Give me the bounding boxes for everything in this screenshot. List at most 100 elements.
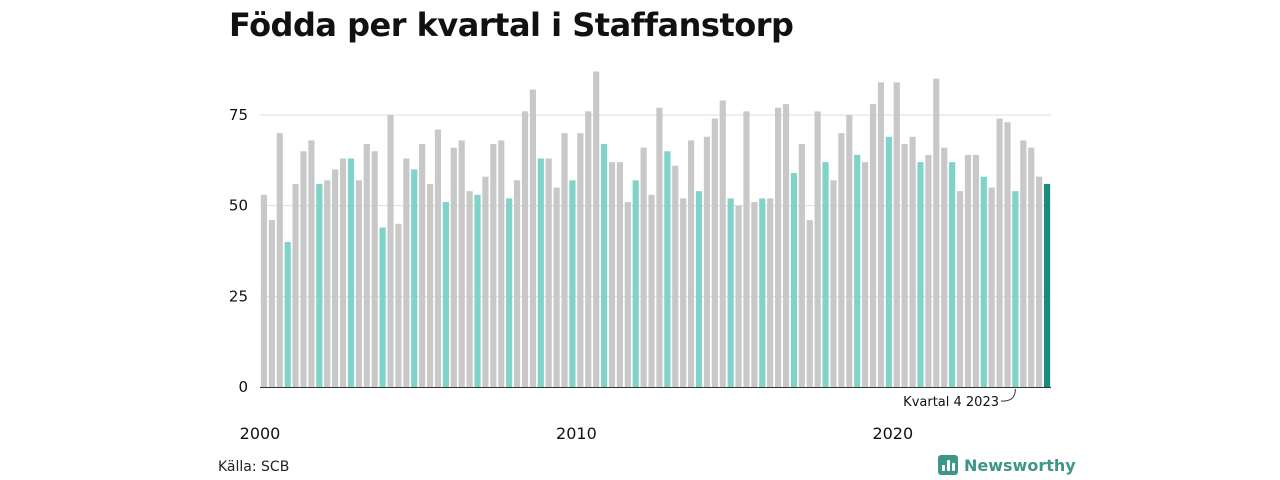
bar-2023-q1 [988, 187, 995, 387]
bar-2007-q4 [506, 198, 513, 387]
bar-2021-q2 [933, 78, 940, 387]
bar-2016-q2 [775, 107, 782, 387]
bar-2022-q2 [964, 154, 972, 387]
bar-2024-q3 [1036, 176, 1043, 387]
bar-2021-q3 [941, 147, 948, 387]
bar-2010-q2 [585, 111, 592, 388]
brand-logo: Newsworthy [938, 455, 1076, 475]
y-axis: 0 25 50 75 [229, 106, 248, 396]
x-tick-label: 2010 [556, 424, 597, 443]
y-tick-label: 0 [238, 378, 248, 396]
bar-2021-q4 [949, 162, 956, 387]
bar-2005-q1 [419, 144, 426, 387]
bar-2007-q1 [482, 176, 489, 387]
bar-2013-q3 [688, 140, 695, 387]
bar-2000-q2 [268, 220, 275, 387]
bar-2011-q4 [632, 180, 639, 387]
bar-2000-q3 [276, 133, 283, 387]
bar-2006-q4 [474, 194, 481, 387]
bar-2024-q1 [1020, 140, 1027, 387]
bar-2000-q4 [284, 241, 291, 387]
bar-2019-q3 [877, 82, 885, 388]
bar-2023-q2 [996, 118, 1003, 387]
bar-2011-q1 [608, 162, 616, 387]
bar-2001-q4 [316, 183, 323, 387]
bar-2012-q4 [664, 151, 671, 387]
bar-2004-q2 [395, 223, 402, 387]
bar-2017-q4 [822, 162, 829, 387]
bar-2008-q2 [521, 111, 529, 388]
bar-2001-q1 [292, 183, 299, 387]
annotation-label: Kvartal 4 2023 [903, 395, 999, 410]
chart-title: Födda per kvartal i Staffanstorp [229, 6, 794, 44]
bar-2022-q1 [956, 191, 964, 387]
bar-2016-q3 [782, 104, 790, 388]
bar-2004-q4 [411, 169, 418, 387]
annotation: Kvartal 4 2023 [903, 388, 1016, 410]
bar-2002-q4 [347, 158, 355, 387]
bar-2010-q3 [593, 71, 600, 387]
bar-2008-q3 [529, 89, 536, 388]
bar-2013-q4 [695, 191, 703, 387]
bar-2001-q3 [308, 140, 315, 387]
x-tick-label: 2000 [240, 424, 281, 443]
y-tick-label: 50 [229, 197, 248, 215]
bar-2019-q2 [869, 104, 877, 388]
bar-2003-q2 [363, 144, 370, 387]
bar-2017-q3 [814, 111, 821, 388]
bar-2002-q2 [332, 169, 339, 387]
bar-2020-q4 [917, 162, 924, 387]
bar-2014-q2 [711, 118, 718, 387]
bar-2016-q1 [767, 198, 774, 387]
bar-2015-q4 [759, 198, 766, 387]
bar-2019-q4 [885, 136, 892, 387]
bar-2003-q4 [379, 227, 386, 387]
bar-2001-q2 [300, 151, 307, 387]
bar-2002-q1 [324, 180, 331, 387]
bar-2009-q1 [545, 158, 552, 387]
bar-2009-q3 [561, 133, 568, 387]
bar-2022-q3 [972, 154, 979, 387]
bar-2015-q3 [751, 202, 758, 387]
bar-2003-q3 [371, 151, 378, 387]
bar-2006-q3 [466, 191, 473, 387]
bar-2004-q1 [387, 115, 394, 387]
bar-2018-q4 [854, 154, 861, 387]
bar-2005-q4 [442, 202, 449, 387]
bar-2015-q1 [735, 205, 742, 387]
bar-2021-q1 [925, 154, 932, 387]
bar-2013-q1 [672, 165, 679, 387]
source-label: Källa: SCB [218, 459, 290, 475]
gridlines [260, 114, 1051, 297]
bars [260, 71, 1051, 388]
bar-2011-q2 [616, 162, 623, 387]
bar-2014-q1 [703, 136, 710, 387]
bar-2020-q1 [893, 82, 900, 388]
bar-2023-q3 [1004, 122, 1011, 387]
bar-2010-q4 [601, 144, 608, 387]
bar-2017-q1 [798, 144, 805, 387]
bar-2009-q2 [553, 187, 560, 387]
bar-2000-q1 [260, 194, 268, 387]
bar-2010-q1 [577, 133, 584, 387]
bar-2024-q4 [1043, 183, 1051, 387]
bar-2009-q4 [569, 180, 576, 387]
bar-2004-q3 [403, 158, 410, 387]
annotation-arrow [1000, 388, 1016, 402]
bar-2012-q1 [640, 147, 647, 387]
bar-2013-q2 [680, 198, 687, 387]
brand-name: Newsworthy [964, 455, 1076, 475]
bar-2014-q4 [727, 198, 734, 387]
bar-2014-q3 [719, 100, 726, 388]
bar-2002-q3 [339, 158, 347, 387]
bar-2019-q1 [862, 162, 869, 387]
bar-2008-q4 [537, 158, 544, 387]
bar-2008-q1 [513, 180, 521, 387]
bar-2018-q3 [846, 115, 853, 387]
bar-2024-q2 [1028, 147, 1035, 387]
bar-2023-q4 [1012, 191, 1019, 387]
bar-chart-logo-icon [938, 455, 958, 475]
bar-2007-q2 [490, 144, 497, 387]
bar-2020-q2 [901, 144, 908, 387]
